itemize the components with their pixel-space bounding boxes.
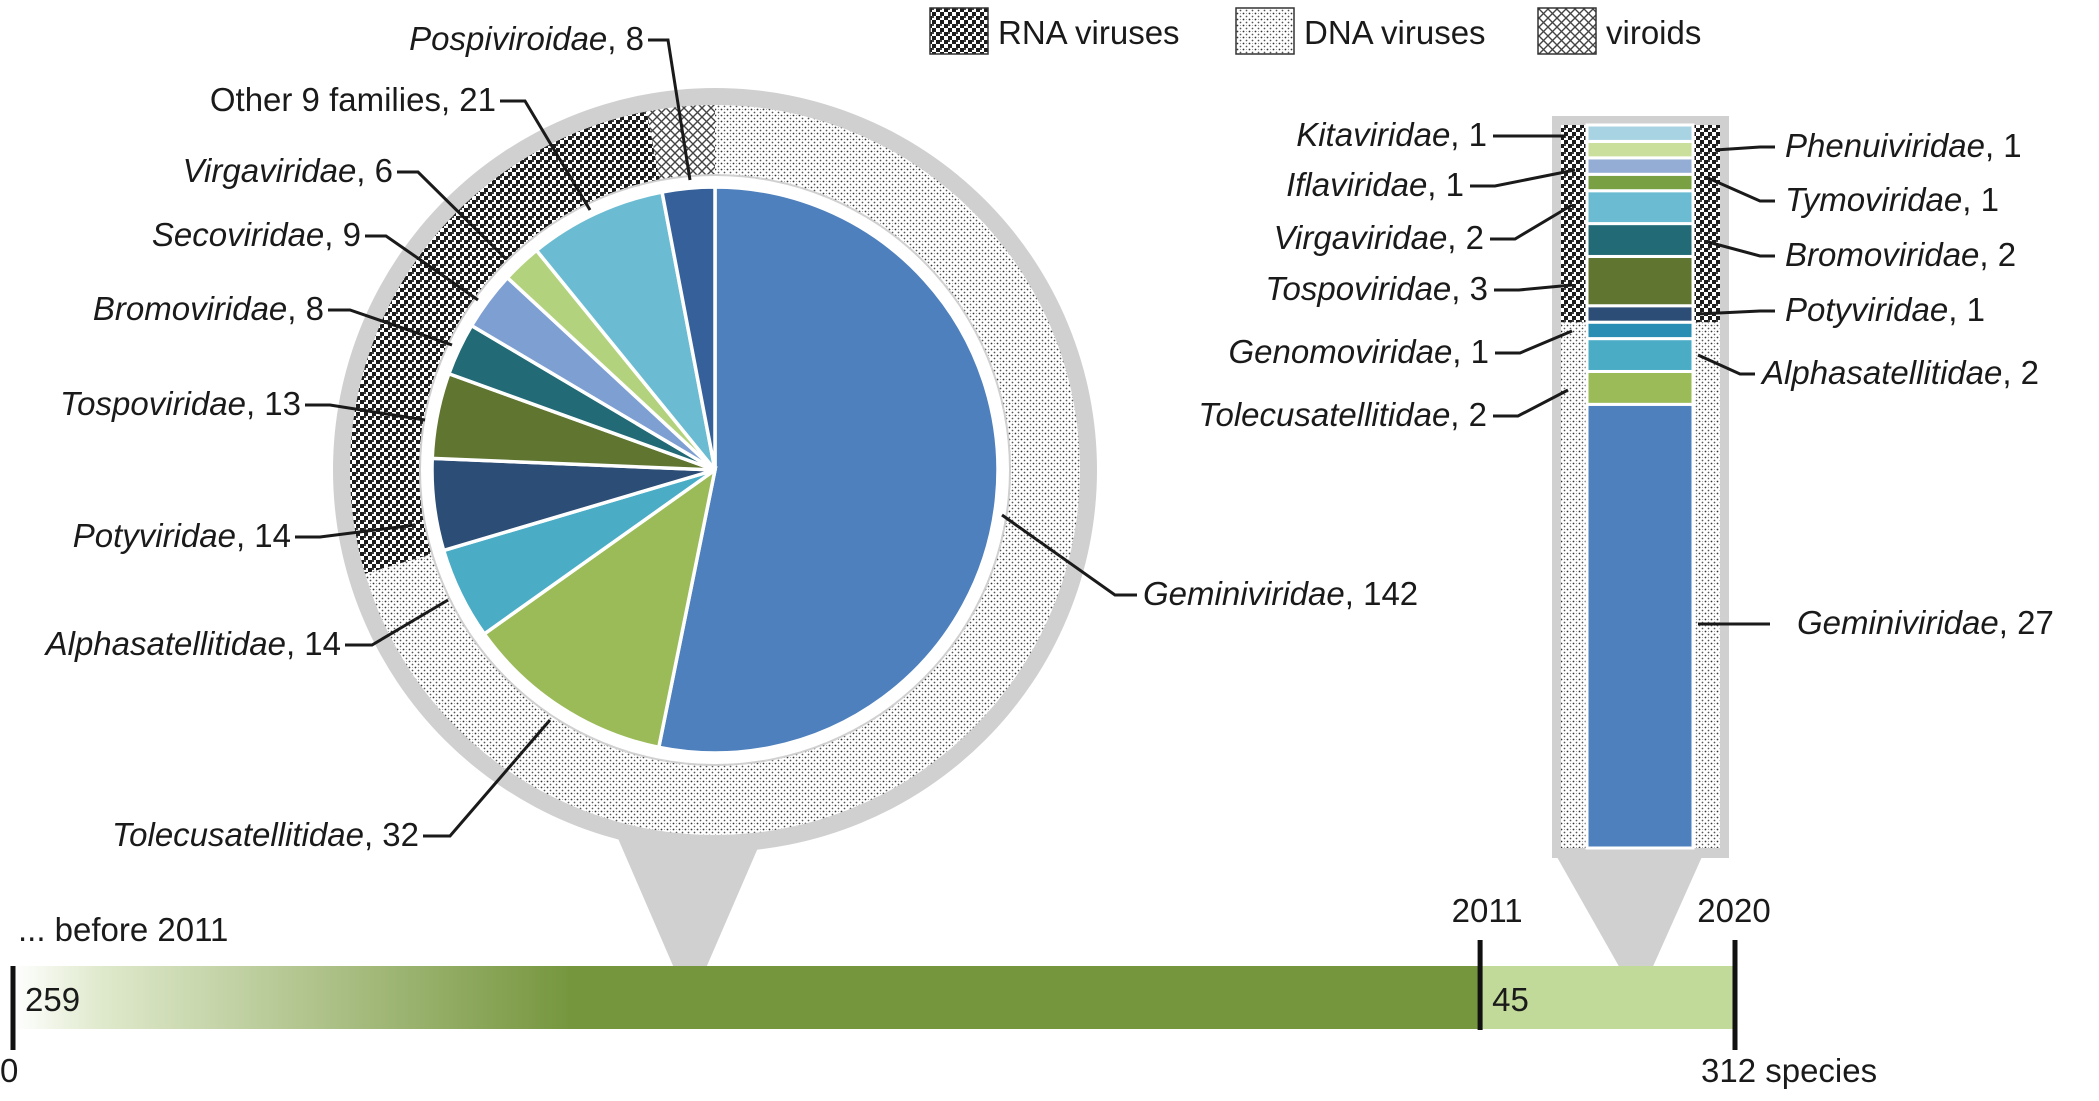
leader-bar-tospoviridae — [1494, 283, 1573, 292]
bar-label-genomoviridae: Genomoviridae, 1 — [1229, 333, 1489, 370]
leader-bar-virgaviridae — [1490, 203, 1573, 241]
bar-label-geminiviridae: Geminiviridae, 27 — [1797, 604, 2054, 641]
pie-label-bromoviridae: Bromoviridae, 8 — [93, 290, 324, 327]
bar-label-tospoviridae: Tospoviridae, 3 — [1265, 270, 1488, 307]
timeline-start-label: ... before 2011 — [18, 911, 228, 948]
legend-label-viroid: viroids — [1606, 14, 1701, 51]
bar-label-potyviridae: Potyviridae, 1 — [1785, 291, 1985, 328]
pie-label-tolecusatellitidae: Tolecusatellitidae, 32 — [112, 816, 419, 853]
leader-potyviridae — [295, 523, 416, 539]
timeline: ... before 2011 259 45 0 2011 2020 312 s… — [0, 892, 1877, 1089]
bar-segment-genomoviridae — [1585, 320, 1695, 341]
leader-tolecusatellitidae — [423, 719, 552, 838]
pie-label-virgaviridae: Virgaviridae, 6 — [183, 152, 393, 189]
bar-label-alphasatellitidae: Alphasatellitidae, 2 — [1760, 354, 2039, 391]
pie-ring-rna — [350, 111, 660, 574]
leader-geminiviridae — [1001, 513, 1137, 597]
bar-labels-left: Kitaviridae, 1 Iflaviridae, 1 Virgavirid… — [1198, 116, 1576, 433]
legend: RNA viruses DNA viruses viroids — [929, 7, 1701, 55]
pie-slices — [430, 185, 1000, 755]
bar-segment-iflaviridae — [1585, 156, 1695, 176]
pie-group-ring — [350, 105, 1081, 835]
legend-swatch-rna — [929, 7, 989, 55]
pie-label-geminiviridae: Geminiviridae, 142 — [1143, 575, 1418, 612]
bar-segment-kitaviridae — [1585, 123, 1695, 143]
leader-bar-tymoviridae — [1707, 176, 1775, 203]
pie-label-pospiviroidae: Pospiviroidae, 8 — [409, 20, 644, 57]
leader-bar-alphasatellitidae — [1697, 353, 1755, 376]
bar-segment-phenuiviridae — [1585, 139, 1695, 160]
pie-label-secoviridae: Secoviridae, 9 — [152, 216, 361, 253]
timeline-value-259: 259 — [25, 981, 80, 1018]
bar-label-bromoviridae: Bromoviridae, 2 — [1785, 236, 2016, 273]
timeline-segment-before-2011 — [13, 966, 1481, 1029]
bar-callout-pointer — [1553, 850, 1705, 1000]
leader-bromoviridae — [328, 308, 453, 347]
leader-bar-genomoviridae — [1495, 329, 1573, 355]
bar-label-kitaviridae: Kitaviridae, 1 — [1296, 116, 1487, 153]
timeline-end-label: 312 species — [1701, 1052, 1877, 1089]
timeline-tick-label-2011: 2011 — [1452, 892, 1523, 929]
leader-bar-bromoviridae — [1707, 240, 1775, 258]
bar-segment-alphasatellitidae — [1585, 337, 1695, 373]
pie-ring-viroid — [646, 105, 715, 180]
pie-slice-tolecusatellitidae — [481, 466, 718, 750]
pie-labels: Pospiviroidae, 8 Other 9 families, 21 Vi… — [44, 20, 1419, 853]
leader-other-families — [500, 99, 592, 211]
leader-bar-tolecusatellitidae — [1493, 388, 1569, 418]
pie-slice-geminiviridae — [656, 185, 1000, 755]
bar-label-virgaviridae: Virgaviridae, 2 — [1274, 219, 1484, 256]
leader-bar-phenuiviridae — [1714, 145, 1775, 152]
bar-segment-potyviridae — [1585, 304, 1695, 324]
leader-alphasatellitidae — [345, 598, 449, 647]
leader-bar-iflaviridae — [1470, 168, 1576, 188]
timeline-tick-label-2020: 2020 — [1697, 892, 1770, 929]
stacked-bar-segments — [1585, 123, 1695, 850]
bar-label-tymoviridae: Tymoviridae, 1 — [1785, 181, 1999, 218]
bar-labels-right: Phenuiviridae, 1 Tymoviridae, 1 Bromovir… — [1697, 127, 2054, 641]
bar-label-iflaviridae: Iflaviridae, 1 — [1286, 166, 1464, 203]
timeline-value-45: 45 — [1492, 981, 1529, 1018]
bar-segment-geminiviridae — [1585, 402, 1695, 850]
bar-label-tolecusatellitidae: Tolecusatellitidae, 2 — [1198, 396, 1487, 433]
timeline-tick-label-zero: 0 — [0, 1052, 18, 1089]
leader-secoviridae — [365, 234, 479, 302]
legend-swatch-viroid — [1537, 7, 1597, 55]
bar-segment-tolecusatellitidae — [1585, 369, 1695, 406]
leader-bar-potyviridae — [1697, 309, 1775, 316]
leader-pospiviroidae — [648, 38, 692, 181]
bar-segment-virgaviridae — [1585, 189, 1695, 226]
timeline-segment-2011-2020 — [1480, 966, 1735, 1029]
pie-label-potyviridae: Potyviridae, 14 — [73, 517, 291, 554]
pie-slice-pospiviroidae — [659, 185, 717, 471]
pie-slice-other-9-families — [534, 189, 717, 472]
legend-label-dna: DNA viruses — [1304, 14, 1486, 51]
pie-label-other-families: Other 9 families, 21 — [210, 81, 496, 118]
legend-swatch-dna — [1235, 7, 1295, 55]
bar-segment-tospoviridae — [1585, 254, 1695, 308]
leader-tospoviridae — [305, 403, 426, 422]
pie-label-alphasatellitidae: Alphasatellitidae, 14 — [44, 625, 341, 662]
bar-segment-bromoviridae — [1585, 222, 1695, 258]
legend-label-rna: RNA viruses — [998, 14, 1180, 51]
bar-segment-tymoviridae — [1585, 172, 1695, 193]
pie-callout-pointer — [610, 820, 770, 1005]
bar-label-phenuiviridae: Phenuiviridae, 1 — [1785, 127, 2022, 164]
leader-virgaviridae — [397, 170, 507, 260]
pie-label-tospoviridae: Tospoviridae, 13 — [60, 385, 301, 422]
